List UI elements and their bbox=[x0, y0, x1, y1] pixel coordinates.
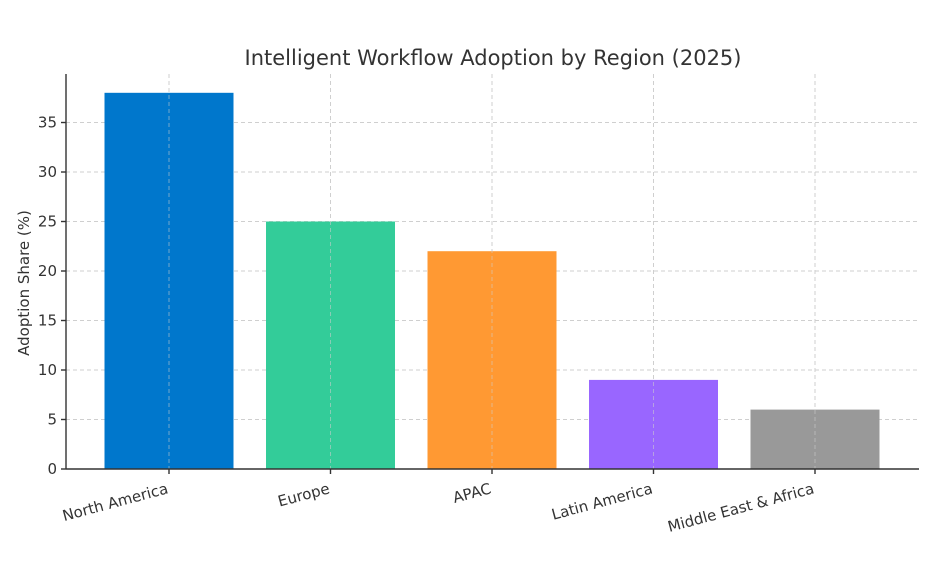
chart-title: Intelligent Workflow Adoption by Region … bbox=[245, 46, 742, 70]
bars bbox=[104, 74, 880, 470]
bar bbox=[427, 251, 557, 469]
x-tick-label: Europe bbox=[276, 479, 332, 510]
y-tick-label: 10 bbox=[38, 361, 57, 379]
x-tick-label: North America bbox=[60, 479, 170, 524]
x-tick-label: Middle East & Africa bbox=[666, 479, 816, 535]
y-tick-label: 35 bbox=[38, 114, 57, 132]
y-tick-label: 25 bbox=[38, 213, 57, 231]
y-ticks: 0 5 10 15 20 25 30 35 bbox=[38, 114, 66, 478]
x-tick-label: Latin America bbox=[550, 479, 655, 523]
y-tick-label: 15 bbox=[38, 312, 57, 330]
x-tick-label: APAC bbox=[451, 479, 493, 506]
y-tick-label: 0 bbox=[47, 460, 57, 478]
y-axis-label: Adoption Share (%) bbox=[15, 210, 33, 356]
y-tick-label: 30 bbox=[38, 163, 57, 181]
x-ticks: North America Europe APAC Latin America Midd… bbox=[60, 469, 816, 536]
y-tick-label: 5 bbox=[47, 411, 57, 429]
y-tick-label: 20 bbox=[38, 262, 57, 280]
